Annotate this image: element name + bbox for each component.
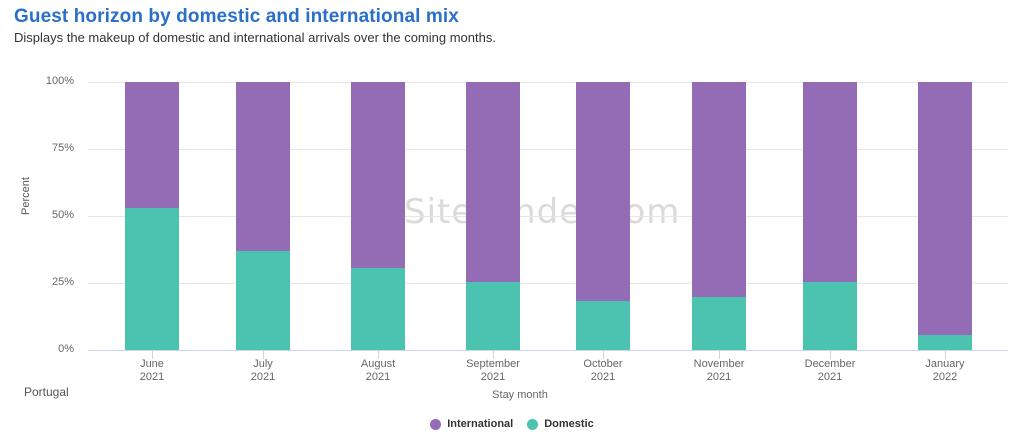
x-axis-title: Stay month [492,389,548,401]
bar-segment-domestic[interactable] [918,334,972,350]
x-tick-label: July 2021 [250,358,276,383]
legend-label: International [447,418,514,430]
x-tick-label: August 2021 [360,358,396,383]
gridline [88,216,1008,217]
x-tick-mark [378,351,379,359]
x-tick-mark [603,351,604,359]
x-tick-mark [152,351,153,359]
x-tick-label: November 2021 [693,358,745,383]
bar-january-2022[interactable] [918,82,972,350]
y-tick-label: 100% [45,75,74,87]
legend-item-international[interactable]: International [430,418,513,430]
bar-august-2021[interactable] [351,82,405,350]
bar-segment-domestic[interactable] [351,268,405,350]
x-tick-label: September 2021 [466,358,520,383]
bar-november-2021[interactable] [692,82,746,350]
bar-segment-international[interactable] [125,82,179,208]
bar-segment-domestic[interactable] [236,250,290,350]
bar-october-2021[interactable] [576,82,630,350]
bar-segment-domestic[interactable] [692,296,746,350]
bar-segment-domestic[interactable] [466,282,520,350]
international-dot-icon [430,418,442,430]
x-tick-label: January 2022 [925,358,965,383]
bar-june-2021[interactable] [125,82,179,350]
bar-segment-international[interactable] [466,82,520,283]
country-label: Portugal [24,385,69,399]
bar-september-2021[interactable] [466,82,520,350]
bar-july-2021[interactable] [236,82,290,350]
bar-segment-international[interactable] [236,82,290,251]
bar-segment-domestic[interactable] [576,300,630,350]
bar-segment-domestic[interactable] [125,207,179,350]
x-axis-line [88,350,1008,351]
bar-segment-international[interactable] [351,82,405,269]
bar-segment-international[interactable] [692,82,746,297]
gridline [88,149,1008,150]
legend-label: Domestic [544,418,594,430]
x-tick-label: December 2021 [804,358,856,383]
x-tick-label: June 2021 [139,358,165,383]
legend-item-domestic[interactable]: Domestic [527,418,594,430]
y-tick-label: 0% [58,343,74,355]
gridline [88,283,1008,284]
x-tick-mark [719,351,720,359]
y-axis-title: Percent [20,177,32,215]
chart-title: Guest horizon by domestic and internatio… [14,6,459,27]
gridline [88,82,1008,83]
y-tick-label: 75% [51,142,74,154]
bar-segment-international[interactable] [576,82,630,301]
chart-legend: International Domestic [0,418,1024,430]
y-tick-label: 50% [51,209,74,221]
domestic-dot-icon [527,418,539,430]
x-tick-mark [493,351,494,359]
bar-segment-domestic[interactable] [803,282,857,350]
x-tick-mark [945,351,946,359]
bar-december-2021[interactable] [803,82,857,350]
y-tick-label: 25% [51,276,74,288]
watermark: SiteMinder.com [404,192,681,232]
bar-segment-international[interactable] [803,82,857,283]
x-tick-mark [830,351,831,359]
x-tick-label: October 2021 [583,358,623,383]
bar-segment-international[interactable] [918,82,972,335]
chart-subtitle: Displays the makeup of domestic and inte… [14,30,496,45]
x-tick-mark [263,351,264,359]
